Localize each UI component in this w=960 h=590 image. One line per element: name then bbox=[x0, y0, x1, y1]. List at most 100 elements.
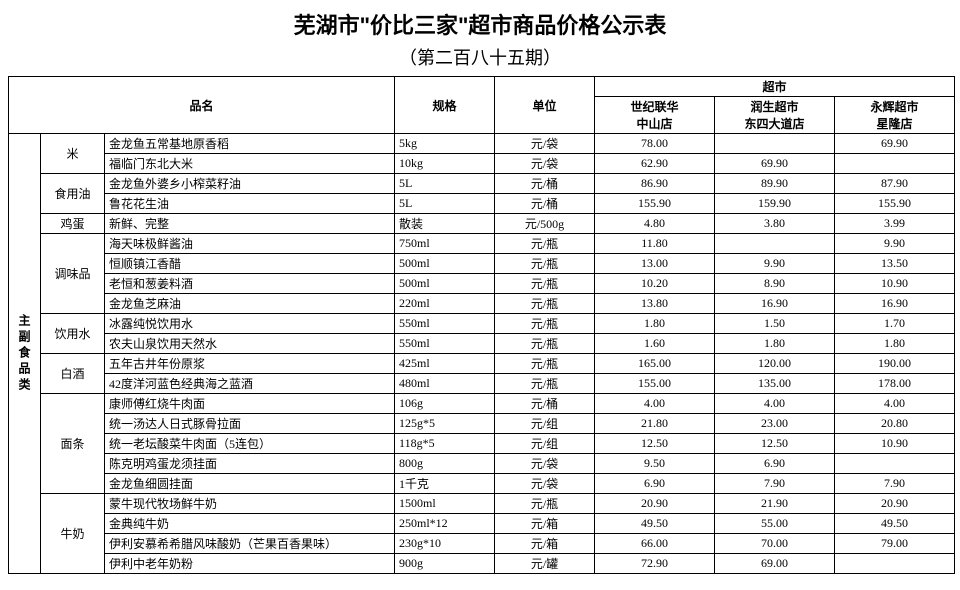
item-unit: 元/瓶 bbox=[495, 254, 595, 274]
price-cell: 1.60 bbox=[595, 334, 715, 354]
price-cell: 4.80 bbox=[595, 214, 715, 234]
price-cell: 10.20 bbox=[595, 274, 715, 294]
item-name: 蒙牛现代牧场鲜牛奶 bbox=[105, 494, 395, 514]
price-cell: 159.90 bbox=[715, 194, 835, 214]
table-row: 金龙鱼芝麻油220ml元/瓶13.8016.9016.90 bbox=[9, 294, 955, 314]
table-header: 品名 规格 单位 超市 世纪联华中山店 润生超市东四大道店 永辉超市星隆店 bbox=[9, 77, 955, 134]
item-spec: 5L bbox=[395, 174, 495, 194]
price-cell: 78.00 bbox=[595, 134, 715, 154]
price-cell: 13.80 bbox=[595, 294, 715, 314]
vertical-category: 主副食品类 bbox=[9, 134, 41, 574]
table-row: 主副食品类米金龙鱼五常基地原香稻5kg元/袋78.0069.90 bbox=[9, 134, 955, 154]
item-unit: 元/袋 bbox=[495, 454, 595, 474]
header-name: 品名 bbox=[9, 77, 395, 134]
table-body: 主副食品类米金龙鱼五常基地原香稻5kg元/袋78.0069.90福临门东北大米1… bbox=[9, 134, 955, 574]
item-spec: 500ml bbox=[395, 254, 495, 274]
header-unit: 单位 bbox=[495, 77, 595, 134]
item-unit: 元/桶 bbox=[495, 194, 595, 214]
price-cell: 4.00 bbox=[835, 394, 955, 414]
price-cell: 3.80 bbox=[715, 214, 835, 234]
price-cell: 155.90 bbox=[835, 194, 955, 214]
price-table: 品名 规格 单位 超市 世纪联华中山店 润生超市东四大道店 永辉超市星隆店 主副… bbox=[8, 76, 955, 574]
price-cell bbox=[835, 454, 955, 474]
item-unit: 元/桶 bbox=[495, 394, 595, 414]
price-cell: 9.50 bbox=[595, 454, 715, 474]
item-unit: 元/袋 bbox=[495, 154, 595, 174]
item-name: 金龙鱼五常基地原香稻 bbox=[105, 134, 395, 154]
header-market-group: 超市 bbox=[595, 77, 955, 97]
item-name: 冰露纯悦饮用水 bbox=[105, 314, 395, 334]
price-cell: 135.00 bbox=[715, 374, 835, 394]
table-row: 统一老坛酸菜牛肉面（5连包）118g*5元/组12.5012.5010.90 bbox=[9, 434, 955, 454]
sub-category: 米 bbox=[41, 134, 105, 174]
sub-category: 调味品 bbox=[41, 234, 105, 314]
item-name: 金典纯牛奶 bbox=[105, 514, 395, 534]
header-spec: 规格 bbox=[395, 77, 495, 134]
price-cell: 69.90 bbox=[835, 134, 955, 154]
price-cell bbox=[715, 134, 835, 154]
item-unit: 元/组 bbox=[495, 414, 595, 434]
item-spec: 550ml bbox=[395, 314, 495, 334]
item-spec: 118g*5 bbox=[395, 434, 495, 454]
price-cell: 9.90 bbox=[835, 234, 955, 254]
price-cell: 178.00 bbox=[835, 374, 955, 394]
item-spec: 750ml bbox=[395, 234, 495, 254]
item-spec: 1千克 bbox=[395, 474, 495, 494]
item-name: 福临门东北大米 bbox=[105, 154, 395, 174]
price-cell: 8.90 bbox=[715, 274, 835, 294]
price-cell bbox=[715, 234, 835, 254]
price-cell: 49.50 bbox=[835, 514, 955, 534]
item-name: 伊利中老年奶粉 bbox=[105, 554, 395, 574]
header-market-0: 世纪联华中山店 bbox=[595, 97, 715, 134]
item-spec: 800g bbox=[395, 454, 495, 474]
item-name: 恒顺镇江香醋 bbox=[105, 254, 395, 274]
price-cell: 21.90 bbox=[715, 494, 835, 514]
price-cell: 87.90 bbox=[835, 174, 955, 194]
table-row: 伊利安慕希希腊风味酸奶（芒果百香果味）230g*10元/箱66.0070.007… bbox=[9, 534, 955, 554]
price-cell: 1.80 bbox=[595, 314, 715, 334]
item-unit: 元/瓶 bbox=[495, 374, 595, 394]
price-cell: 165.00 bbox=[595, 354, 715, 374]
price-cell: 16.90 bbox=[715, 294, 835, 314]
table-row: 牛奶蒙牛现代牧场鲜牛奶1500ml元/瓶20.9021.9020.90 bbox=[9, 494, 955, 514]
item-unit: 元/500g bbox=[495, 214, 595, 234]
item-unit: 元/袋 bbox=[495, 474, 595, 494]
price-cell: 13.00 bbox=[595, 254, 715, 274]
sub-category: 牛奶 bbox=[41, 494, 105, 574]
item-unit: 元/桶 bbox=[495, 174, 595, 194]
item-unit: 元/瓶 bbox=[495, 494, 595, 514]
price-cell: 1.80 bbox=[835, 334, 955, 354]
price-cell: 1.70 bbox=[835, 314, 955, 334]
item-name: 康师傅红烧牛肉面 bbox=[105, 394, 395, 414]
price-cell: 86.90 bbox=[595, 174, 715, 194]
table-row: 统一汤达人日式豚骨拉面125g*5元/组21.8023.0020.80 bbox=[9, 414, 955, 434]
item-spec: 500ml bbox=[395, 274, 495, 294]
item-unit: 元/瓶 bbox=[495, 234, 595, 254]
sub-category: 白酒 bbox=[41, 354, 105, 394]
price-cell: 16.90 bbox=[835, 294, 955, 314]
price-cell: 4.00 bbox=[595, 394, 715, 414]
item-spec: 250ml*12 bbox=[395, 514, 495, 534]
price-cell: 55.00 bbox=[715, 514, 835, 534]
price-cell: 69.00 bbox=[715, 554, 835, 574]
item-name: 五年古井年份原浆 bbox=[105, 354, 395, 374]
item-spec: 5L bbox=[395, 194, 495, 214]
item-spec: 550ml bbox=[395, 334, 495, 354]
price-cell: 10.90 bbox=[835, 434, 955, 454]
price-cell: 66.00 bbox=[595, 534, 715, 554]
item-unit: 元/瓶 bbox=[495, 354, 595, 374]
price-cell: 20.90 bbox=[595, 494, 715, 514]
item-name: 金龙鱼细圆挂面 bbox=[105, 474, 395, 494]
item-unit: 元/瓶 bbox=[495, 314, 595, 334]
item-spec: 散装 bbox=[395, 214, 495, 234]
item-name: 陈克明鸡蛋龙须挂面 bbox=[105, 454, 395, 474]
price-cell: 12.50 bbox=[595, 434, 715, 454]
table-row: 陈克明鸡蛋龙须挂面800g元/袋9.506.90 bbox=[9, 454, 955, 474]
item-name: 伊利安慕希希腊风味酸奶（芒果百香果味） bbox=[105, 534, 395, 554]
price-cell: 6.90 bbox=[715, 454, 835, 474]
item-name: 新鲜、完整 bbox=[105, 214, 395, 234]
table-row: 面条康师傅红烧牛肉面106g元/桶4.004.004.00 bbox=[9, 394, 955, 414]
header-market-2: 永辉超市星隆店 bbox=[835, 97, 955, 134]
sub-category: 饮用水 bbox=[41, 314, 105, 354]
page-subtitle: （第二百八十五期） bbox=[0, 42, 960, 76]
